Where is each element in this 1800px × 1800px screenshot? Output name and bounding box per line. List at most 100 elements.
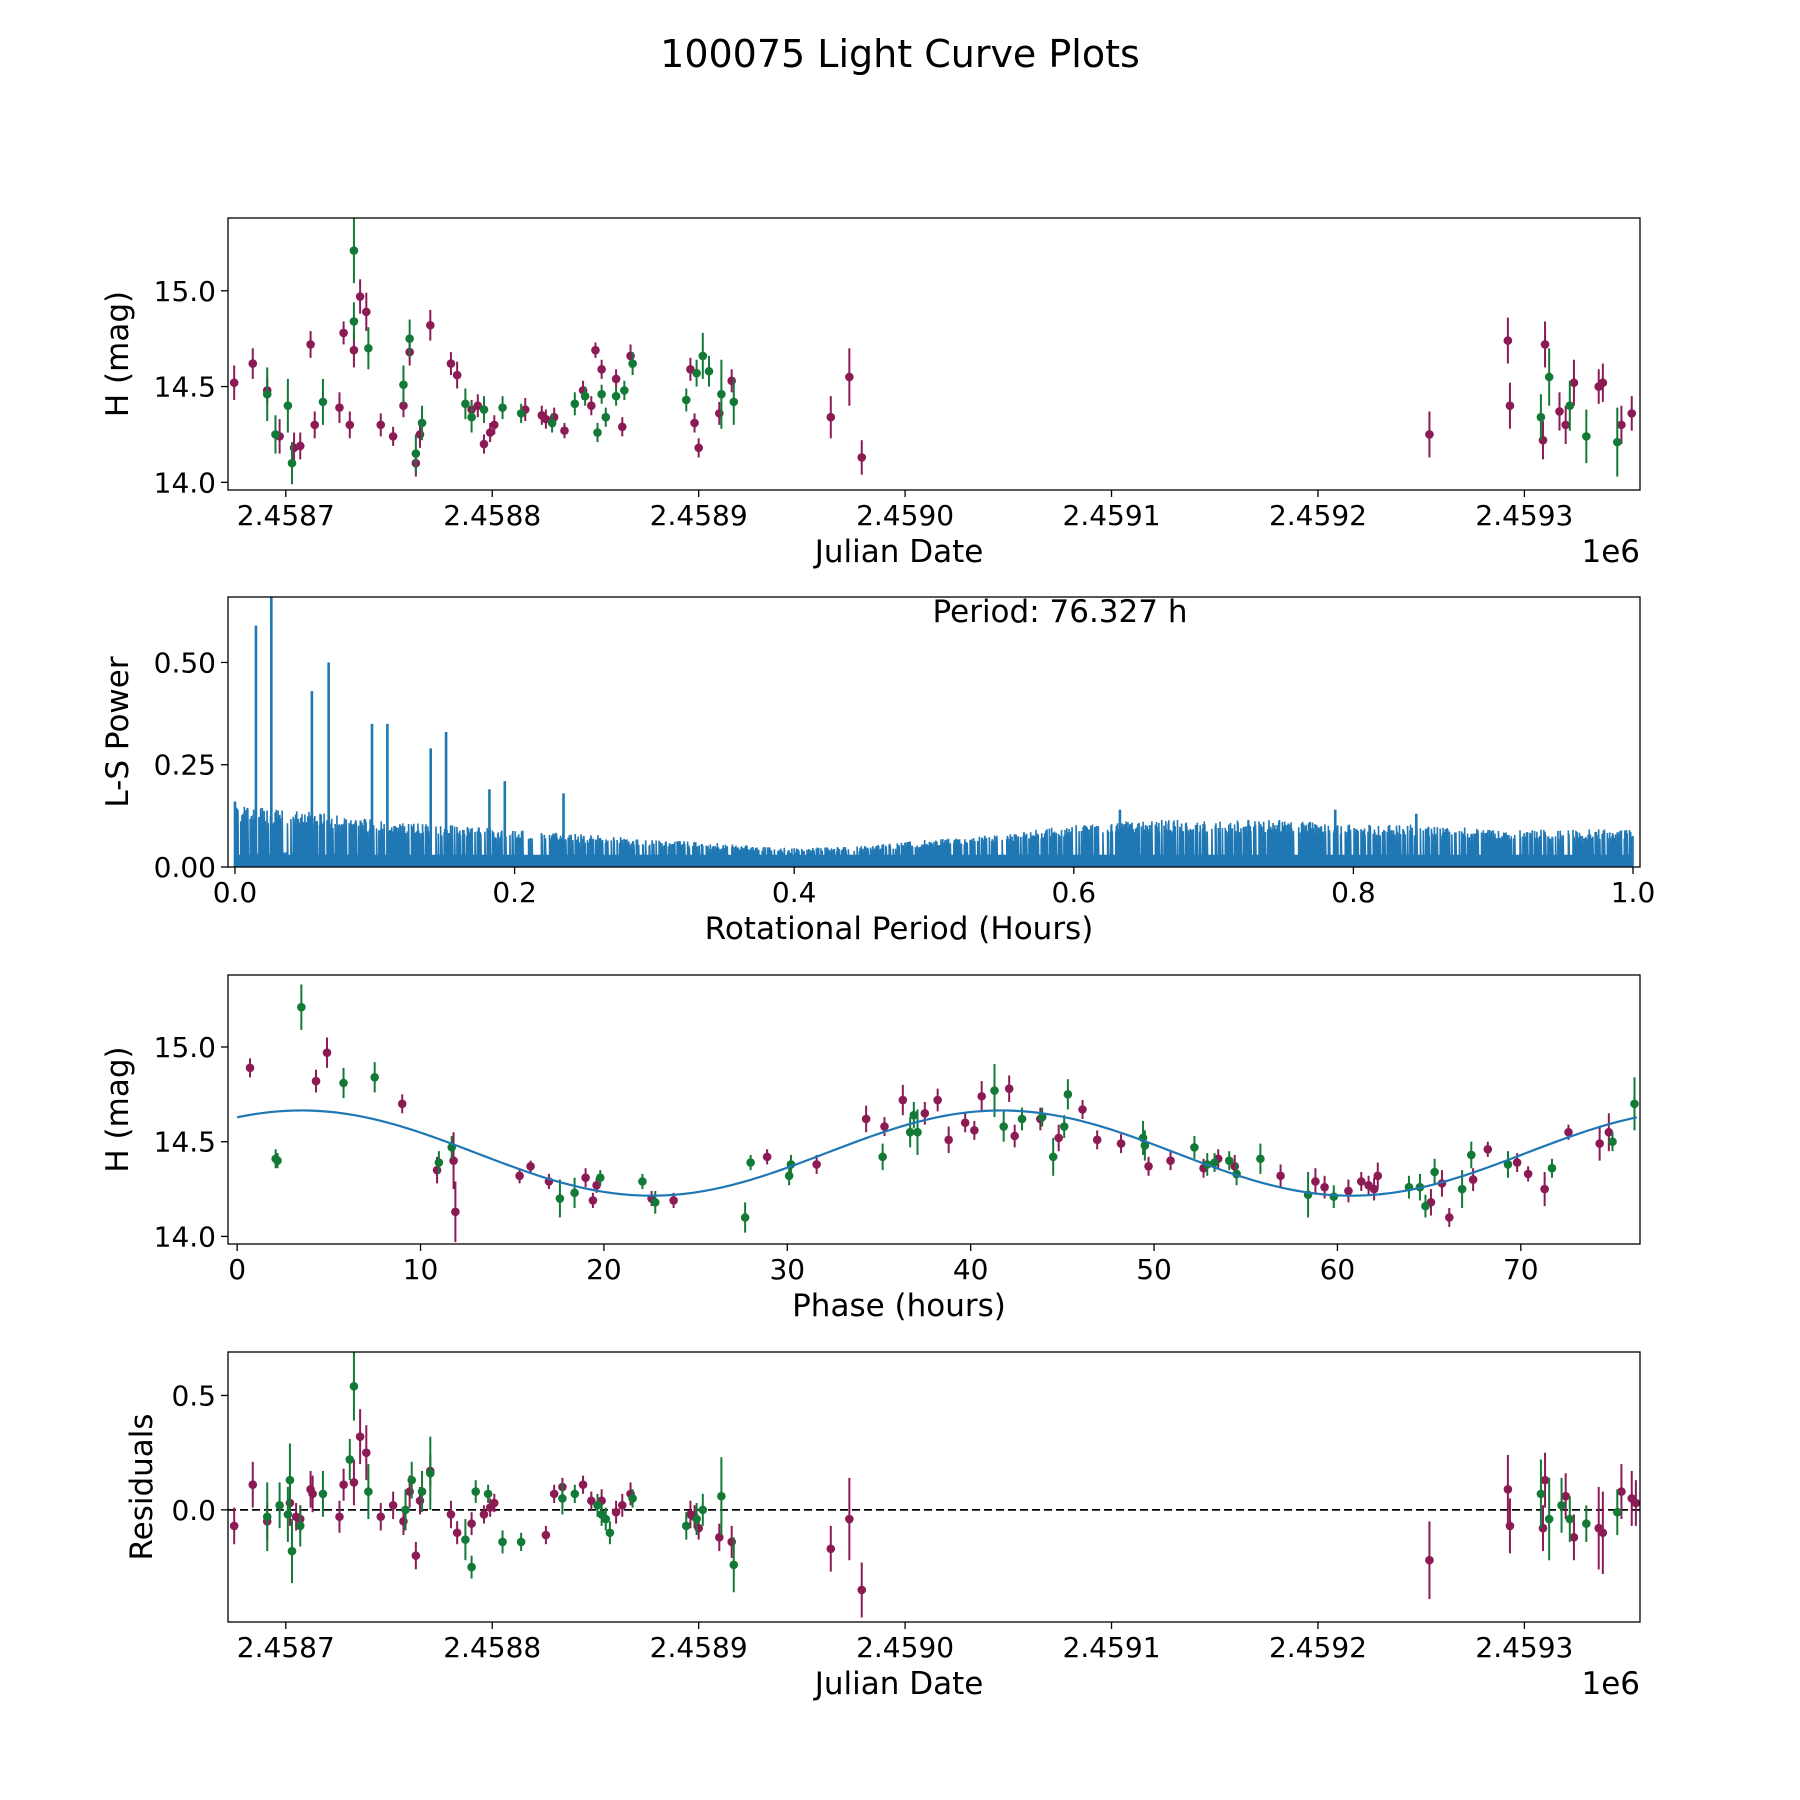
- data-point: [1503, 1484, 1513, 1494]
- data-point: [977, 1091, 986, 1101]
- data-point: [570, 1188, 579, 1198]
- x-tick-label: 0.2: [492, 876, 537, 909]
- data-point: [628, 1494, 637, 1503]
- data-point: [399, 380, 408, 389]
- data-point: [746, 1158, 755, 1167]
- data-point: [617, 422, 627, 432]
- power-spectrum-baseline: [234, 854, 1634, 867]
- data-point: [1004, 1084, 1014, 1093]
- data-point: [1503, 1160, 1513, 1169]
- data-point: [547, 418, 557, 428]
- data-point: [516, 409, 526, 418]
- x-axis-label: Julian Date: [813, 534, 984, 570]
- data-point: [898, 1095, 908, 1105]
- data-point: [489, 420, 499, 430]
- data-point: [1608, 1137, 1617, 1147]
- data-point: [1544, 1514, 1554, 1524]
- data-point: [541, 1530, 551, 1540]
- data-point: [271, 430, 280, 439]
- data-point: [318, 1489, 328, 1499]
- data-point: [407, 1475, 417, 1485]
- data-point: [355, 292, 365, 301]
- x-tick-label: 30: [769, 1253, 805, 1286]
- data-point: [1430, 1167, 1439, 1177]
- x-tick-label: 2.4593: [1475, 499, 1573, 532]
- data-point: [560, 426, 569, 435]
- x-tick-label: 60: [1320, 1253, 1356, 1286]
- x-axis-label: Julian Date: [813, 1666, 984, 1702]
- data-point: [287, 1546, 297, 1556]
- data-point: [1612, 1507, 1622, 1517]
- x-tick-label: 2.4587: [237, 499, 335, 532]
- data-point: [1561, 420, 1570, 430]
- data-point: [628, 359, 637, 368]
- data-point: [1604, 1127, 1614, 1137]
- data-point: [335, 1512, 344, 1522]
- data-point: [581, 1173, 590, 1182]
- data-point: [311, 1076, 321, 1086]
- x-tick-label: 70: [1503, 1253, 1539, 1286]
- data-point: [399, 401, 408, 411]
- data-point: [1444, 1213, 1454, 1222]
- data-point: [467, 412, 476, 422]
- data-point: [1144, 1162, 1153, 1171]
- data-point: [411, 1551, 421, 1560]
- data-point: [740, 1213, 750, 1222]
- data-point: [1356, 1177, 1366, 1186]
- plot-frame: [227, 1351, 1641, 1623]
- x-tick-label: 2.4589: [650, 1631, 748, 1664]
- x-offset-text: 1e6: [1581, 534, 1640, 570]
- data-point: [570, 399, 580, 409]
- data-point: [467, 1519, 476, 1528]
- x-tick-label: 0: [228, 1253, 246, 1286]
- data-point: [880, 1122, 889, 1131]
- data-point: [467, 1562, 476, 1572]
- data-point: [297, 1002, 306, 1012]
- y-tick-label: 0.00: [154, 851, 216, 884]
- data-point: [595, 1173, 605, 1182]
- data-point: [1092, 1135, 1102, 1145]
- data-point: [729, 1560, 739, 1570]
- data-point: [845, 1514, 854, 1524]
- periodogram-data: [233, 597, 1634, 867]
- data-point: [611, 1507, 621, 1517]
- data-points: [229, 218, 1637, 485]
- data-point: [364, 1487, 373, 1496]
- data-point: [592, 1180, 601, 1190]
- data-point: [990, 1086, 999, 1095]
- period-annotation: Period: 76.327 h: [933, 594, 1188, 630]
- data-point: [1582, 432, 1591, 441]
- data-point: [1512, 1158, 1522, 1167]
- x-tick-label: 0.0: [213, 876, 258, 909]
- data-point: [1540, 1475, 1550, 1485]
- data-point: [370, 1072, 380, 1082]
- data-point: [1565, 401, 1575, 411]
- data-point: [762, 1152, 772, 1162]
- data-point: [1468, 1175, 1478, 1184]
- y-tick-label: 15.0: [154, 275, 216, 308]
- y-tick-label: 14.5: [154, 371, 216, 404]
- data-point: [349, 1478, 359, 1487]
- data-point: [461, 399, 470, 409]
- data-point: [593, 1501, 602, 1510]
- data-point: [605, 1528, 615, 1538]
- data-point: [1190, 1143, 1199, 1152]
- x-tick-label: 40: [953, 1253, 989, 1286]
- data-point: [349, 1382, 359, 1391]
- data-point: [446, 1510, 456, 1519]
- x-tick-label: 1.0: [1611, 876, 1656, 909]
- y-axis-label: H (mag): [100, 291, 136, 417]
- data-point: [681, 1521, 691, 1531]
- data-point: [1010, 1131, 1019, 1141]
- data-point: [913, 1127, 922, 1137]
- data-point: [498, 403, 507, 412]
- plot-frame: [227, 217, 1641, 491]
- data-point: [376, 1512, 386, 1522]
- data-point: [1054, 1133, 1063, 1143]
- data-point: [273, 1156, 282, 1165]
- data-point: [715, 1533, 724, 1542]
- data-point: [1017, 1114, 1027, 1124]
- fit-curve: [236, 1109, 1638, 1197]
- data-point: [999, 1122, 1008, 1131]
- data-point: [345, 420, 355, 430]
